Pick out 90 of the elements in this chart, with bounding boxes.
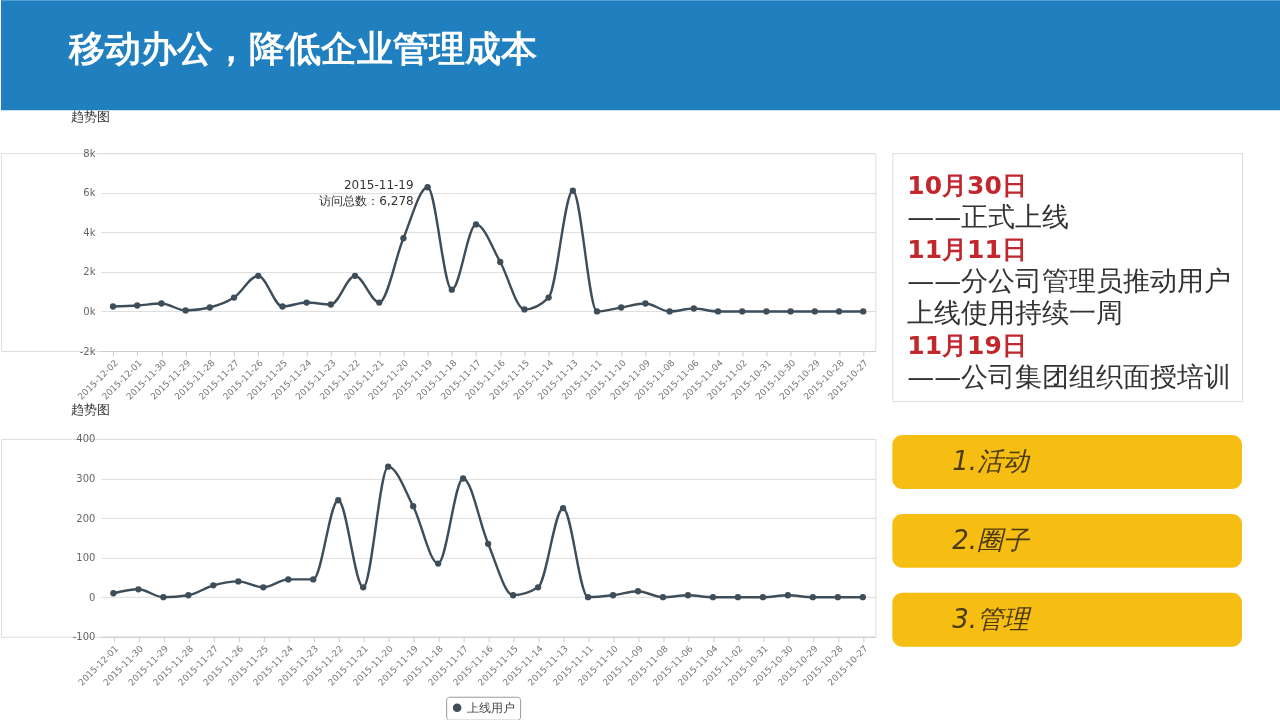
chart-title: 趋势图 [70, 109, 110, 125]
point [484, 540, 492, 547]
y-tick-label: 0k [83, 305, 96, 317]
point [285, 576, 292, 583]
point [185, 592, 192, 599]
y-tick-label: 400 [76, 433, 96, 445]
chart-title: 趋势图 [70, 401, 110, 417]
point [497, 258, 504, 266]
point [109, 303, 117, 310]
point [618, 304, 625, 311]
point [666, 308, 673, 315]
point [584, 594, 592, 601]
point [559, 505, 567, 512]
point [709, 594, 717, 601]
point [545, 294, 552, 301]
point [260, 584, 267, 591]
point [158, 300, 165, 307]
point [310, 576, 317, 583]
point [763, 308, 770, 315]
y-tick-label: 2k [83, 266, 96, 278]
point [593, 308, 601, 315]
point [410, 503, 417, 510]
point [811, 308, 818, 315]
point [351, 272, 359, 279]
y-tick-label: 200 [76, 512, 96, 524]
point [335, 497, 342, 504]
text: 11月19日 [907, 331, 1027, 361]
point [714, 308, 722, 315]
legend-label: 上线用户 [467, 700, 516, 715]
point [235, 578, 242, 585]
point [376, 299, 383, 306]
y-tick-label: -2k [79, 345, 96, 357]
text: ——分公司管理员推动用户 [907, 265, 1232, 297]
point [634, 588, 642, 595]
point [642, 300, 649, 307]
point [279, 303, 286, 310]
text: ——正式上线 [907, 201, 1070, 233]
y-tick-label: 8k [83, 147, 96, 159]
y-tick-label: 300 [76, 473, 96, 485]
point [160, 594, 167, 601]
point [472, 221, 480, 228]
point [360, 584, 367, 591]
point [400, 235, 407, 242]
point [303, 299, 310, 306]
point [787, 308, 794, 315]
point [424, 184, 431, 191]
point [448, 286, 455, 293]
point [521, 306, 528, 313]
text: 11月11日 [907, 235, 1027, 265]
point [206, 304, 213, 311]
text: 上线使用持续一周 [907, 297, 1124, 329]
point [860, 308, 867, 315]
annotation: 2015-11-19 访问总数：6,278 [319, 178, 414, 209]
point [569, 187, 576, 194]
point [134, 302, 141, 309]
text: ——公司集团组织面授培训 [907, 360, 1232, 392]
point [135, 586, 142, 593]
point [739, 308, 746, 315]
point [684, 592, 692, 599]
point [835, 308, 843, 315]
point [435, 560, 442, 567]
point [230, 294, 238, 301]
text: 2.圈子 [952, 524, 1032, 555]
y-tick-label: 6k [83, 187, 96, 199]
text: 10月30日 [907, 171, 1027, 201]
point [534, 584, 542, 591]
point [509, 592, 517, 599]
point [859, 594, 866, 601]
point [327, 301, 334, 308]
point [385, 463, 392, 470]
point [210, 582, 217, 589]
y-tick-label: 0 [89, 591, 96, 603]
text: 3.管理 [952, 603, 1033, 634]
text: 1.活动 [952, 445, 1032, 476]
point [834, 594, 841, 601]
point [734, 594, 742, 601]
point [809, 594, 817, 601]
point [182, 307, 189, 314]
point [255, 272, 262, 279]
y-tick-label: 100 [76, 552, 96, 564]
point [110, 590, 117, 597]
y-tick-label: -100 [72, 631, 96, 643]
point [784, 592, 792, 599]
point [759, 594, 767, 601]
point [609, 592, 617, 599]
y-tick-label: 4k [83, 226, 96, 238]
point [690, 305, 697, 312]
point [659, 594, 667, 601]
point [459, 475, 467, 482]
text: 移动办公，降低企业管理成本 [67, 28, 537, 70]
